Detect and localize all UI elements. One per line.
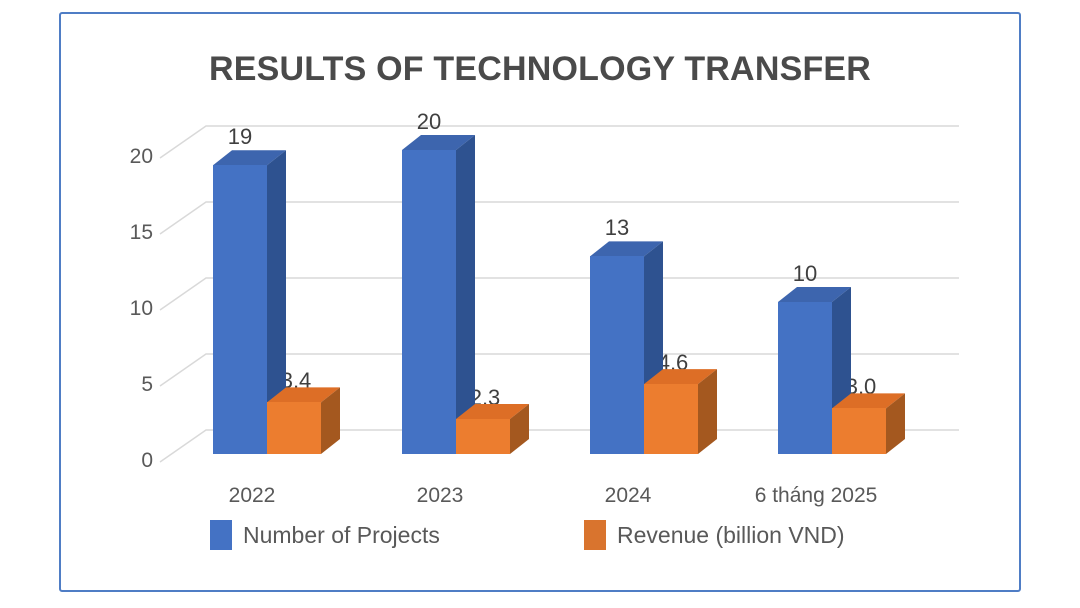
bar-projects-6 tháng 2025-top xyxy=(778,287,851,302)
category-label-6 tháng 2025: 6 tháng 2025 xyxy=(754,484,878,507)
data-label-projects-6 tháng 2025: 10 xyxy=(792,261,818,286)
bar-projects-6 tháng 2025 xyxy=(778,287,851,454)
bar-projects-2024-top xyxy=(590,241,663,257)
category-label-2024: 2024 xyxy=(604,484,652,507)
legend-label-projects: Number of Projects xyxy=(243,521,440,548)
bar-revenue-2023 xyxy=(456,404,529,454)
bar-revenue-2024-top xyxy=(644,369,717,385)
data-label-projects-2023: 20 xyxy=(416,109,442,134)
bar-revenue-6 tháng 2025-top xyxy=(832,393,905,409)
bar-revenue-2023-top xyxy=(456,404,529,420)
bar-revenue-2024 xyxy=(644,369,717,454)
bar-projects-2022-front xyxy=(213,165,267,454)
bar-projects-2022-side xyxy=(267,150,286,454)
bar-revenue-2022-side xyxy=(321,387,340,454)
bar-revenue-6 tháng 2025-side xyxy=(886,393,905,454)
bar-revenue-2022-front xyxy=(267,402,321,454)
chart-title: RESULTS OF TECHNOLOGY TRANSFER xyxy=(208,50,872,88)
category-label-2022: 2022 xyxy=(228,484,276,507)
y-tick-label-20: 20 xyxy=(129,145,153,168)
legend-swatch-projects xyxy=(210,520,232,550)
bar-projects-2022-top xyxy=(213,150,286,166)
gridline-5 xyxy=(159,353,959,387)
plot-area: 0 5 10 15 20 3,4 19 2022 2,3 20 2023 4,6 13 2024 3,0 10… xyxy=(61,14,1019,590)
bar-projects-2023-front xyxy=(402,150,456,454)
data-label-projects-2022: 19 xyxy=(227,124,253,150)
data-label-projects-2024: 13 xyxy=(604,215,630,241)
legend-item-revenue: Revenue (billion VND) xyxy=(584,520,845,550)
gridline-15 xyxy=(159,201,959,235)
bar-revenue-2023-front xyxy=(456,419,510,454)
bar-projects-2024 xyxy=(590,241,663,454)
bar-projects-2023-side xyxy=(456,135,475,454)
bar-revenue-2023-side xyxy=(510,404,529,454)
bar-projects-2023 xyxy=(402,135,475,454)
bar-revenue-2022-top xyxy=(267,387,340,403)
bar-revenue-2024-side xyxy=(698,369,717,454)
legend-swatch-revenue xyxy=(584,520,606,550)
y-tick-label-5: 5 xyxy=(141,373,153,396)
legend-item-projects: Number of Projects xyxy=(210,520,440,550)
bar-revenue-2022 xyxy=(267,387,340,454)
y-tick-label-0: 0 xyxy=(141,449,153,472)
bar-revenue-6 tháng 2025 xyxy=(832,393,905,454)
legend-label-revenue: Revenue (billion VND) xyxy=(617,521,845,548)
bar-projects-2023-top xyxy=(402,135,475,150)
chart-card: RESULTS OF TECHNOLOGY TRANSFER 0 5 10 15 20 3… xyxy=(59,12,1021,592)
bar-projects-2024-front xyxy=(590,256,644,454)
gridline-20 xyxy=(159,125,959,159)
bar-projects-6 tháng 2025-front xyxy=(778,302,832,454)
category-label-2023: 2023 xyxy=(416,484,464,507)
y-tick-label-15: 15 xyxy=(129,221,153,244)
y-tick-label-10: 10 xyxy=(129,297,153,320)
bar-projects-2022 xyxy=(213,150,286,454)
bar-revenue-2024-front xyxy=(644,384,698,454)
gridline-10 xyxy=(159,277,959,311)
bar-revenue-6 tháng 2025-front xyxy=(832,408,886,454)
